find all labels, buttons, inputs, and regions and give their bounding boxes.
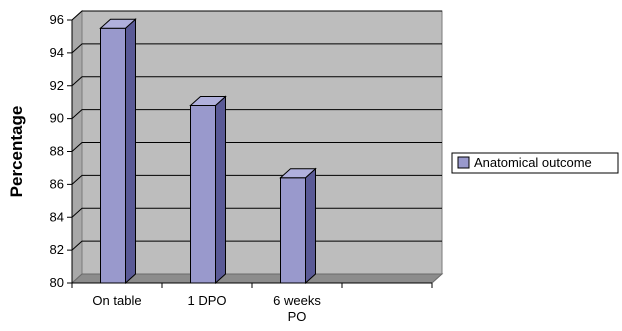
bar-side <box>215 95 226 285</box>
gridline <box>71 10 442 21</box>
bar-front <box>280 177 306 284</box>
gridline <box>71 43 442 54</box>
y-tick-label: 88 <box>50 144 64 159</box>
bar-front <box>190 104 216 284</box>
legend-box <box>451 152 619 174</box>
gridline <box>71 76 442 87</box>
x-tick-label: 1 DPO <box>187 293 226 308</box>
y-tick-label: 86 <box>50 176 64 191</box>
gridline <box>71 142 442 152</box>
bar-front <box>100 27 126 284</box>
bars <box>99 18 317 285</box>
gridline <box>71 174 442 185</box>
gridline <box>71 109 442 119</box>
y-tick-label: 90 <box>50 111 64 126</box>
bar-top <box>99 18 137 29</box>
y-tick-label: 94 <box>50 45 64 60</box>
legend-label: Anatomical outcome <box>474 155 592 170</box>
gridline <box>71 240 442 251</box>
gridline <box>71 207 442 218</box>
y-tick-label: 96 <box>50 12 64 27</box>
y-tick-label: 80 <box>50 275 64 290</box>
axes: 80 82 84 86 88 90 92 94 96 On table 1 DPO 6 weeks PO <box>50 12 433 324</box>
gridlines <box>71 10 442 251</box>
y-axis-label: Percentage <box>7 106 26 198</box>
x-tick-label: 6 weeks PO <box>273 293 321 324</box>
bar-side <box>125 18 136 285</box>
bar-side <box>305 167 316 285</box>
bar-top <box>279 168 317 179</box>
y-tick-label: 82 <box>50 242 64 257</box>
x-tick-label: On table <box>92 293 141 308</box>
legend-swatch <box>457 156 470 169</box>
legend: Anatomical outcome <box>451 152 619 174</box>
bar-top <box>189 95 227 106</box>
y-tick-label: 92 <box>50 78 64 93</box>
y-tick-label: 84 <box>50 209 64 224</box>
